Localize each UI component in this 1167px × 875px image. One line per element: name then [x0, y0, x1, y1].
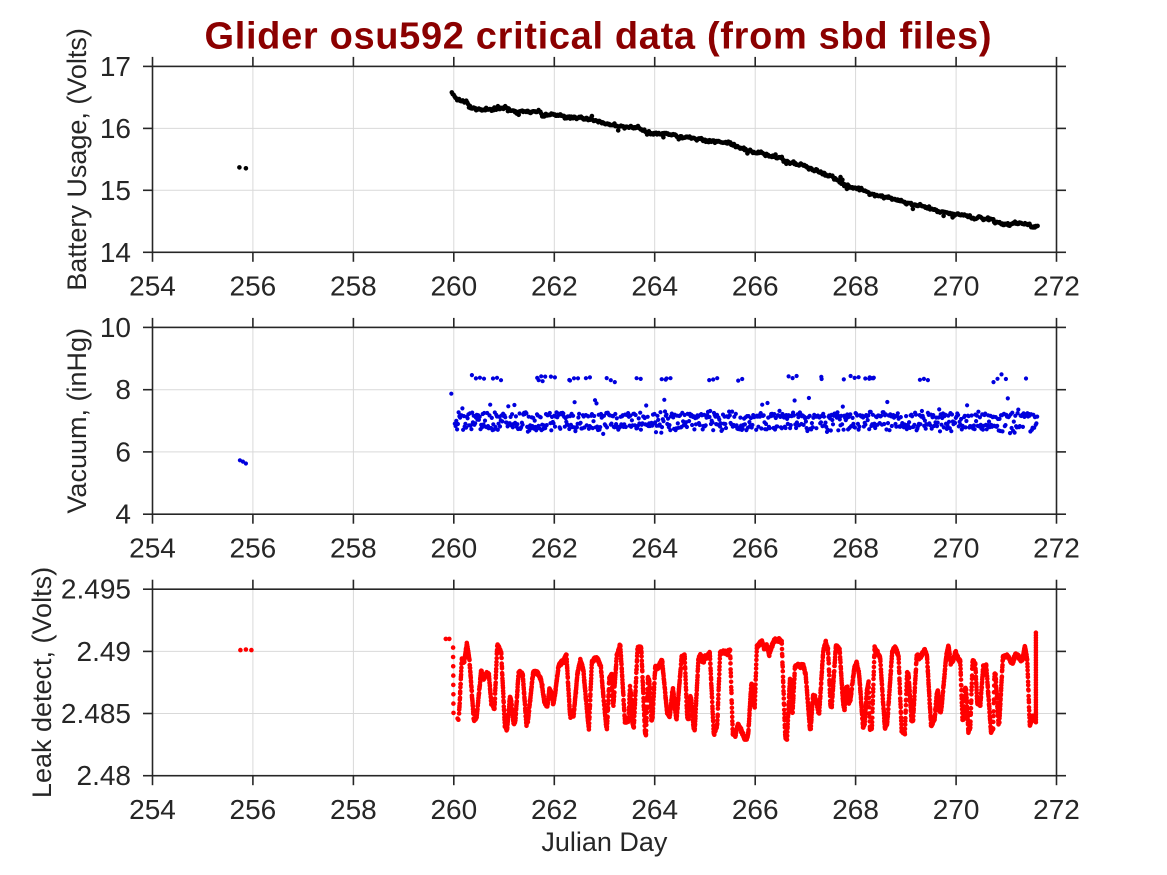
svg-text:264: 264 — [631, 532, 678, 563]
svg-text:272: 272 — [1033, 271, 1080, 302]
svg-text:15: 15 — [100, 175, 131, 206]
svg-text:8: 8 — [115, 374, 131, 405]
svg-text:260: 260 — [430, 532, 477, 563]
svg-text:256: 256 — [230, 271, 277, 302]
svg-text:Leak detect, (Volts): Leak detect, (Volts) — [27, 567, 57, 798]
svg-text:256: 256 — [230, 532, 277, 563]
svg-text:Vacuum, (inHg): Vacuum, (inHg) — [62, 328, 92, 514]
svg-text:266: 266 — [732, 532, 779, 563]
svg-text:258: 258 — [330, 271, 377, 302]
svg-text:264: 264 — [631, 794, 678, 825]
svg-text:2.49: 2.49 — [77, 636, 132, 667]
svg-text:254: 254 — [129, 271, 176, 302]
svg-text:6: 6 — [115, 436, 131, 467]
svg-text:270: 270 — [933, 271, 980, 302]
svg-text:260: 260 — [430, 794, 477, 825]
svg-text:262: 262 — [531, 794, 578, 825]
svg-text:260: 260 — [430, 271, 477, 302]
svg-text:254: 254 — [129, 794, 176, 825]
svg-text:266: 266 — [732, 794, 779, 825]
svg-text:264: 264 — [631, 271, 678, 302]
svg-text:2.495: 2.495 — [61, 574, 131, 605]
svg-text:16: 16 — [100, 113, 131, 144]
svg-text:268: 268 — [832, 794, 879, 825]
svg-text:Battery Usage, (Volts): Battery Usage, (Volts) — [62, 28, 92, 291]
svg-text:258: 258 — [330, 532, 377, 563]
svg-text:256: 256 — [230, 794, 277, 825]
svg-text:254: 254 — [129, 532, 176, 563]
svg-text:270: 270 — [933, 532, 980, 563]
svg-text:268: 268 — [832, 532, 879, 563]
svg-text:272: 272 — [1033, 532, 1080, 563]
svg-text:272: 272 — [1033, 794, 1080, 825]
svg-text:262: 262 — [531, 532, 578, 563]
svg-text:4: 4 — [115, 499, 131, 530]
svg-text:262: 262 — [531, 271, 578, 302]
svg-text:2.48: 2.48 — [77, 760, 132, 791]
svg-text:268: 268 — [832, 271, 879, 302]
svg-text:266: 266 — [732, 271, 779, 302]
svg-text:Julian Day: Julian Day — [541, 827, 668, 857]
svg-text:258: 258 — [330, 794, 377, 825]
svg-text:10: 10 — [100, 312, 131, 343]
svg-text:270: 270 — [933, 794, 980, 825]
svg-text:Glider osu592 critical data (f: Glider osu592 critical data (from sbd fi… — [205, 15, 992, 57]
svg-text:14: 14 — [100, 237, 131, 268]
svg-text:17: 17 — [100, 51, 131, 82]
svg-text:2.485: 2.485 — [61, 698, 131, 729]
